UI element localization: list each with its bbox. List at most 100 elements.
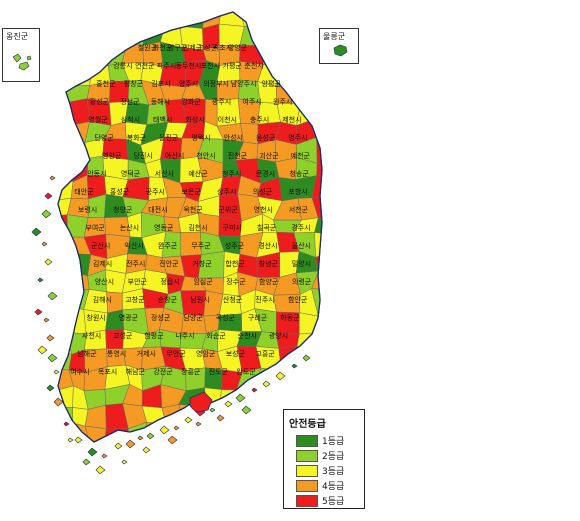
island (114, 442, 123, 450)
island (101, 453, 108, 459)
region-label: 충주시 (250, 115, 269, 124)
island (302, 354, 311, 362)
island (87, 447, 98, 457)
island (224, 400, 233, 408)
region-patch (236, 446, 259, 464)
region-label: 고창군 (125, 296, 145, 304)
region-patch (276, 23, 300, 49)
island (216, 414, 225, 422)
region-label: 밀양시 (292, 260, 311, 268)
region-label: 태안군 (74, 187, 94, 196)
island (49, 175, 56, 181)
region-label: 평창군 (124, 79, 144, 88)
region-label: 고흥군 (255, 349, 275, 358)
region-label: 완주군 (158, 242, 178, 250)
region-patch (280, 370, 300, 390)
region-label: 군위군 (218, 206, 238, 214)
legend-swatch-3 (296, 465, 318, 477)
region-label: 창원시 (86, 313, 105, 322)
region-label: 담양군 (183, 313, 203, 322)
island (46, 334, 55, 342)
region-patch (144, 12, 165, 32)
region-label: 양산시 (95, 277, 114, 286)
region-label: 양주시 (179, 80, 198, 88)
region-label: 문경시 (256, 169, 275, 178)
region-patch (314, 217, 322, 235)
region-label: 동해시 (151, 97, 170, 106)
region-patch (121, 12, 150, 32)
region-label: 횡성군 (90, 97, 110, 106)
region-label: 함평군 (144, 331, 164, 340)
region-label: 부여군 (85, 223, 105, 232)
island (47, 353, 58, 363)
region-label: 영동군 (154, 223, 174, 232)
legend-item-2: 2등급 (296, 449, 362, 462)
island (43, 317, 50, 323)
region-label: 남해군 (77, 349, 97, 358)
region-label: 양평군 (262, 79, 282, 88)
island (209, 407, 216, 413)
ongjin-island-icon (12, 53, 32, 71)
region-label: 화성시 (185, 115, 204, 124)
island (41, 209, 52, 219)
region-label: 나주시 (175, 331, 194, 340)
region-label: 의정부시 (203, 79, 229, 88)
region-label: 장성군 (151, 313, 171, 322)
region-label: 옥천군 (183, 205, 203, 214)
region-label: 장수군 (226, 277, 246, 286)
region-label: 김포시 (151, 80, 170, 88)
region-label: 창녕군 (259, 260, 279, 268)
region-label: 김제시 (93, 260, 112, 268)
legend-item-3: 3등급 (296, 464, 362, 477)
ulleung-inset-label: 울릉군 (323, 32, 346, 41)
coastline (57, 11, 323, 443)
island (63, 421, 70, 427)
region-patch (58, 123, 74, 143)
island (189, 391, 213, 413)
region-label: 아산시 (165, 151, 184, 160)
island (262, 380, 271, 388)
region-patch (85, 46, 109, 68)
island (31, 227, 42, 237)
region-label: 청주시 (222, 170, 241, 178)
region-label: 청송군 (289, 170, 309, 178)
region-patch (298, 12, 315, 26)
region-patch (258, 445, 276, 464)
region-label: 군산시 (91, 241, 110, 250)
region-patch (292, 384, 318, 408)
region-label: 양구군 (168, 44, 188, 52)
island (195, 421, 202, 427)
region-label: 목포시 (98, 368, 117, 376)
region-label: 영암군 (196, 349, 216, 358)
region-label: 예천군 (291, 151, 311, 160)
region-patch (105, 23, 128, 49)
region-label: 안동시 (87, 169, 106, 178)
region-patch (58, 422, 74, 442)
island (37, 345, 48, 355)
legend-swatch-1 (296, 435, 318, 447)
region-patch (224, 448, 240, 464)
region-patch (292, 364, 318, 386)
region-label: 영월군 (88, 115, 108, 124)
region-patch (273, 384, 294, 411)
region-label: 강릉시 (113, 61, 132, 70)
region-patch (58, 101, 70, 126)
island (146, 432, 155, 440)
island (82, 458, 91, 466)
region-patch (58, 79, 67, 104)
region-label: 진주시 (255, 295, 274, 304)
region-patch (317, 315, 322, 333)
region-label: 울산시 (292, 241, 311, 250)
region-label: 강화군 (181, 97, 201, 106)
region-label: 구미시 (223, 223, 242, 232)
region-label: 고성군 (198, 43, 218, 52)
region-label: 예산군 (188, 169, 208, 178)
region-patch (255, 409, 277, 430)
region-label: 봉화군 (127, 134, 147, 142)
island (125, 439, 136, 449)
island (173, 425, 180, 431)
region-label: 삼척시 (121, 115, 140, 124)
region-label: 여주시 (242, 97, 261, 106)
